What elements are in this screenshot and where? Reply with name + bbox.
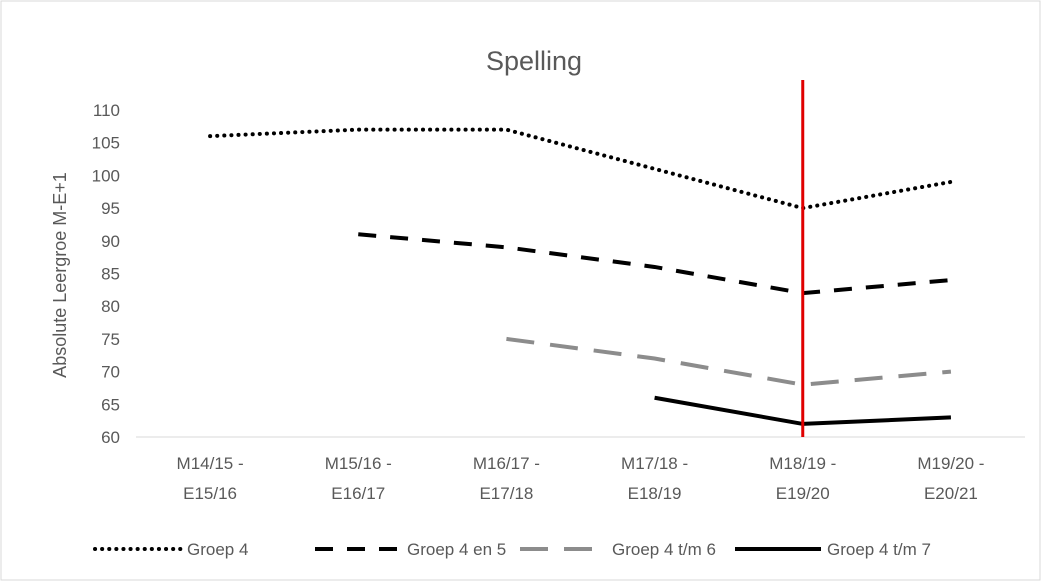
y-tick-label: 95 (101, 199, 120, 218)
y-tick-label: 60 (101, 428, 120, 447)
x-tick-label: M19/20 -E20/21 (917, 454, 984, 503)
y-tick-label: 110 (93, 101, 120, 120)
series-line (506, 336, 952, 387)
y-tick-label: 100 (92, 166, 120, 185)
y-tick-label: 75 (101, 330, 120, 349)
legend-label: Groep 4 en 5 (407, 540, 506, 559)
x-tick-label: M14/15 -E15/16 (177, 454, 244, 503)
x-tick-label: M18/19 -E19/20 (769, 454, 836, 503)
x-tick-label: M17/18 -E18/19 (621, 454, 688, 503)
y-tick-label: 85 (101, 265, 120, 284)
y-tick-label: 80 (101, 297, 120, 316)
legend-label: Groep 4 (187, 540, 248, 559)
chart-title: Spelling (486, 46, 582, 76)
y-tick-label: 90 (101, 232, 120, 251)
y-tick-label: 65 (101, 395, 120, 414)
x-tick-label: M15/16 -E16/17 (325, 454, 392, 503)
y-tick-label: 70 (101, 363, 120, 382)
y-axis-label: Absolute Leergroe M-E+1 (50, 172, 70, 378)
x-tick-label: M16/17 -E17/18 (473, 454, 540, 503)
y-tick-label: 105 (92, 134, 120, 153)
series-line (358, 232, 952, 296)
legend-label: Groep 4 t/m 6 (612, 540, 716, 559)
legend-label: Groep 4 t/m 7 (827, 540, 931, 559)
